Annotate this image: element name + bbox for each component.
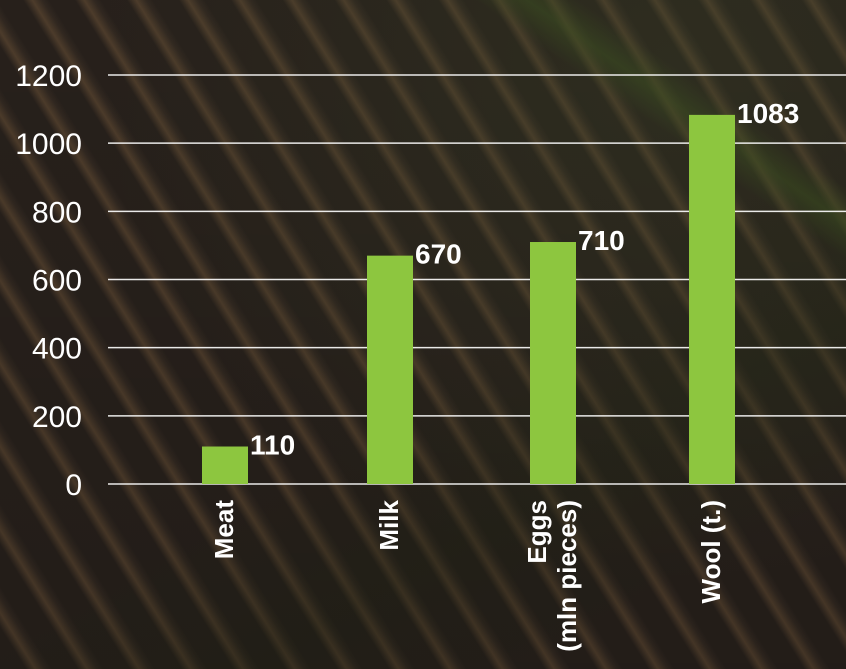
data-label: 710: [578, 225, 625, 256]
bar: [689, 114, 735, 484]
grid-lines: [108, 74, 846, 485]
category-label: Eggs: [522, 500, 552, 564]
y-tick-label: 0: [65, 469, 82, 502]
bar: [202, 446, 248, 484]
data-label: 670: [415, 239, 462, 270]
category-label: Meat: [209, 500, 239, 560]
y-tick-label: 600: [32, 265, 82, 298]
bar: [367, 255, 413, 484]
y-tick-label: 1000: [15, 128, 82, 161]
data-label: 1083: [737, 98, 799, 129]
category-label: Milk: [374, 499, 404, 550]
bars: [202, 114, 735, 484]
category-label: Wool (t.): [696, 500, 726, 603]
data-label: 110: [250, 430, 295, 461]
category-labels: Meat Milk Eggs (mln pieces) Wool (t.): [209, 499, 726, 651]
y-axis-ticks: 0 200 400 600 800 1000 1200: [15, 60, 82, 502]
y-tick-label: 800: [32, 196, 82, 229]
y-tick-label: 200: [32, 401, 82, 434]
y-tick-label: 1200: [15, 60, 82, 93]
y-tick-label: 400: [32, 333, 82, 366]
bar: [530, 242, 576, 484]
value-labels: 110 670 710 1083: [250, 98, 799, 461]
category-label: (mln pieces): [552, 500, 582, 652]
